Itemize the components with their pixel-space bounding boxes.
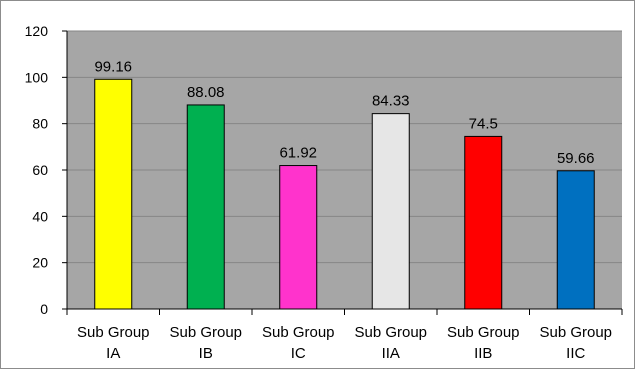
value-labels: 99.16 88.08 61.92 84.33 74.5 59.66: [94, 58, 594, 167]
x-tick-label: Sub Group IC: [262, 324, 335, 362]
x-tick-label-line: IB: [199, 345, 213, 362]
y-tick-label: 80: [32, 116, 48, 132]
x-tick-label-line: IIB: [474, 345, 492, 362]
data-label: 74.5: [469, 115, 498, 132]
x-tick-label-line: Sub Group: [447, 324, 520, 341]
x-tick-label-line: Sub Group: [77, 324, 150, 341]
grid-lines: [67, 30, 622, 264]
axes: [62, 30, 623, 315]
x-tick-label: Sub Group IIC: [539, 324, 612, 362]
y-tick-label: 100: [25, 69, 49, 85]
x-tick-label: Sub Group IIB: [447, 324, 520, 362]
y-tick-label: 120: [25, 23, 49, 39]
y-tick-labels: 0 20 40 60 80 100 120: [25, 23, 49, 317]
x-tick-label-line: Sub Group: [169, 324, 242, 341]
x-tick-label-line: Sub Group: [539, 324, 612, 341]
data-label: 61.92: [279, 145, 317, 162]
data-label: 59.66: [557, 150, 595, 167]
y-tick-label: 60: [32, 162, 48, 178]
x-tick-label-line: IC: [291, 345, 306, 362]
x-tick-label-line: Sub Group: [354, 324, 427, 341]
bar: [94, 78, 133, 310]
data-label: 88.08: [187, 84, 225, 101]
x-tick-label-line: IA: [106, 345, 120, 362]
x-tick-label: Sub Group IA: [77, 324, 150, 362]
x-tick-label: Sub Group IIA: [354, 324, 427, 362]
y-tick-label: 0: [40, 301, 48, 317]
x-tick-label-line: Sub Group: [262, 324, 335, 341]
y-tick-label: 40: [32, 208, 48, 224]
bar: [186, 104, 225, 310]
bar: [371, 113, 410, 310]
x-tick-label-line: IIA: [382, 345, 400, 362]
bar: [279, 165, 318, 310]
bar: [464, 135, 503, 310]
data-label: 84.33: [372, 93, 410, 110]
y-tick-label: 20: [32, 255, 48, 271]
x-tick-label: Sub Group IB: [169, 324, 242, 362]
data-label: 99.16: [94, 58, 132, 75]
x-tick-label-line: IIC: [566, 345, 585, 362]
bars: [94, 78, 595, 310]
bar: [556, 170, 595, 310]
